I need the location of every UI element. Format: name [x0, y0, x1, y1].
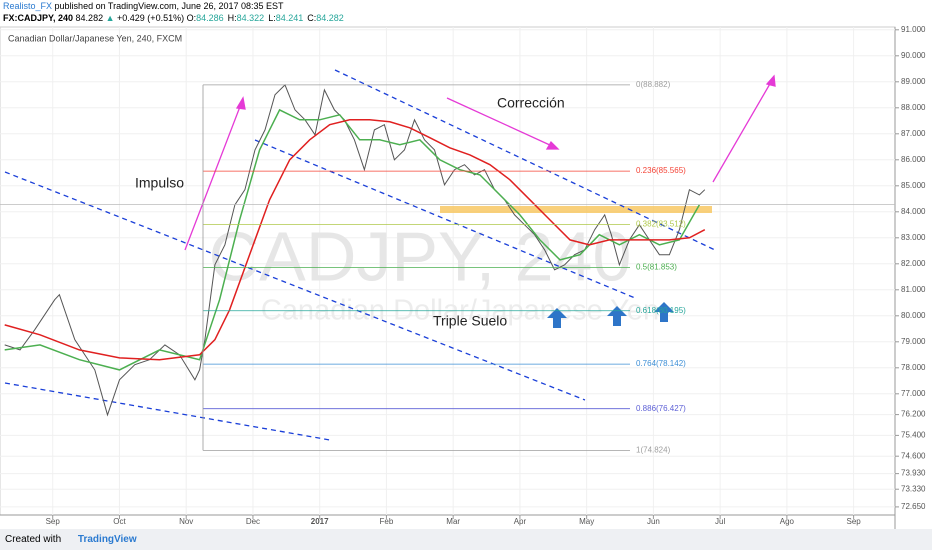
annotation: Triple Suelo [433, 313, 507, 329]
brand[interactable]: TradingView [77, 534, 137, 545]
symbol: FX:CADJPY, 240 [3, 13, 74, 23]
y-tick-label: 75.400 [901, 431, 926, 440]
fib-label: 0.886(76.427) [636, 404, 686, 413]
last: 84.282 [75, 13, 104, 23]
change-arrow: ▲ [105, 13, 115, 23]
y-tick-label: 73.330 [901, 484, 926, 493]
y-tick-label: 81.000 [901, 285, 926, 294]
y-tick-label: 82.000 [901, 259, 926, 268]
ohlc-label: O: [186, 13, 197, 23]
created-with: Created with [5, 534, 62, 545]
x-tick-label: Mar [446, 517, 460, 526]
x-tick-label: 2017 [311, 517, 329, 526]
ohlc-value: 84.286 [196, 13, 224, 23]
fib-label: 0.764(78.142) [636, 359, 686, 368]
trend-line [254, 139, 636, 299]
x-tick-label: Jul [715, 517, 725, 526]
x-tick-label: Sep [847, 517, 862, 526]
y-tick-label: 83.000 [901, 233, 926, 242]
trend-lines [4, 69, 716, 441]
y-tick-label: 89.000 [901, 77, 926, 86]
ohlc-value: 84.241 [275, 13, 304, 23]
author[interactable]: Realisto_FX [3, 1, 53, 11]
y-tick-label: 87.000 [901, 129, 926, 138]
fib-label: 0.236(85.565) [636, 166, 686, 175]
arrow-head [235, 96, 246, 110]
resistance-zone [440, 206, 712, 213]
ohlc: O:84.286 H:84.322 L:84.241 C:84.282 [187, 13, 348, 23]
y-tick-label: 76.200 [901, 410, 926, 419]
y-tick-label: 74.600 [901, 451, 926, 460]
ohlc-label: H: [227, 13, 237, 23]
y-tick-label: 77.000 [901, 389, 926, 398]
arrows [184, 74, 776, 251]
chart-title: Canadian Dollar/Japanese Yen, 240, FXCM [8, 33, 182, 43]
quote-line: FX:CADJPY, 240 84.282 ▲ +0.429 (+0.51%) … [3, 12, 932, 24]
y-tick-label: 91.000 [901, 25, 926, 34]
fib-label: 0(88.882) [636, 80, 671, 89]
fib-label: 0.382(83.512) [636, 220, 686, 229]
publish-line: Realisto_FX published on TradingView.com… [3, 0, 932, 12]
x-tick-label: Feb [380, 517, 394, 526]
y-tick-label: 86.000 [901, 155, 926, 164]
x-tick-label: Sep [46, 517, 61, 526]
y-tick-label: 88.000 [901, 103, 926, 112]
series-line [4, 108, 701, 371]
y-tick-label: 84.000 [901, 207, 926, 216]
annotation: Impulso [135, 175, 184, 191]
fib-label: 0.5(81.853) [636, 263, 677, 272]
published: published on TradingView.com, June 26, 2… [54, 1, 284, 11]
arrow-head [545, 140, 560, 150]
y-tick-label: 85.000 [901, 181, 926, 190]
footer: Created with TradingView [0, 529, 932, 550]
y-tick-label: 73.930 [901, 469, 926, 478]
chart: CADJPY, 240 Canadian Dollar/Japanese Yen… [0, 25, 926, 529]
up-arrow [547, 308, 567, 328]
watermark: CADJPY, 240 [209, 217, 632, 295]
y-tick-label: 80.000 [901, 311, 926, 320]
x-tick-label: Ago [780, 517, 795, 526]
x-tick-label: Oct [113, 517, 126, 526]
arrow [184, 103, 242, 251]
arrow-head [765, 74, 776, 87]
fib-label: 0.618(80.195) [636, 306, 686, 315]
ohlc-label: L: [268, 13, 276, 23]
annotation: Corrección [497, 95, 565, 111]
up-arrow [654, 302, 674, 322]
x-tick-label: Apr [514, 517, 527, 526]
x-tick-label: Jun [647, 517, 660, 526]
series-group [4, 84, 706, 417]
ohlc-value: 84.322 [236, 13, 265, 23]
trend-line [334, 69, 716, 251]
fib-label: 1(74.824) [636, 445, 671, 454]
arrow [446, 97, 553, 147]
x-tick-label: May [579, 517, 594, 526]
y-tick-label: 78.000 [901, 363, 926, 372]
y-tick-label: 72.650 [901, 502, 926, 511]
ohlc-label: C: [307, 13, 317, 23]
y-tick-label: 90.000 [901, 51, 926, 60]
change: +0.429 (+0.51%) [117, 13, 185, 23]
x-tick-label: Nov [179, 517, 193, 526]
x-tick-label: Dec [246, 517, 260, 526]
arrow [712, 81, 772, 183]
ohlc-value: 84.282 [316, 13, 344, 23]
series-line [4, 84, 706, 417]
trend-line [4, 171, 586, 401]
grid [0, 27, 895, 515]
trend-line [4, 382, 331, 441]
y-tick-label: 79.000 [901, 337, 926, 346]
series-line [4, 119, 706, 361]
header: Realisto_FX published on TradingView.com… [0, 0, 932, 27]
